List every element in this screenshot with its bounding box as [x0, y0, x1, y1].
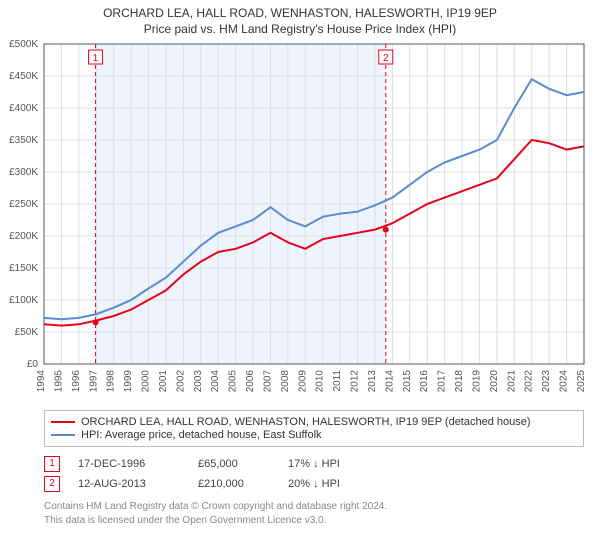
- marker-date-1: 17-DEC-1996: [78, 458, 198, 470]
- svg-text:1998: 1998: [106, 370, 117, 393]
- marker-delta-1: 17% ↓ HPI: [288, 458, 388, 470]
- svg-text:2000: 2000: [141, 370, 152, 393]
- svg-text:2014: 2014: [384, 370, 395, 393]
- svg-text:2015: 2015: [402, 370, 413, 393]
- svg-text:2006: 2006: [245, 370, 256, 393]
- title-line-1: ORCHARD LEA, HALL ROAD, WENHASTON, HALES…: [0, 6, 600, 20]
- svg-text:2002: 2002: [175, 370, 186, 393]
- legend-label-1: ORCHARD LEA, HALL ROAD, WENHASTON, HALES…: [81, 416, 531, 428]
- svg-text:1: 1: [93, 53, 99, 64]
- marker-table: 1 17-DEC-1996 £65,000 17% ↓ HPI 2 12-AUG…: [44, 452, 388, 496]
- svg-text:2013: 2013: [367, 370, 378, 393]
- svg-text:£350K: £350K: [9, 135, 38, 146]
- svg-text:2005: 2005: [228, 370, 239, 393]
- svg-text:2017: 2017: [437, 370, 448, 393]
- marker-badge-2: 2: [44, 476, 60, 492]
- svg-text:1995: 1995: [53, 370, 64, 393]
- svg-text:1994: 1994: [36, 370, 47, 393]
- svg-text:1999: 1999: [123, 370, 134, 393]
- svg-text:2: 2: [383, 53, 389, 64]
- svg-text:2007: 2007: [262, 370, 273, 393]
- svg-text:2009: 2009: [297, 370, 308, 393]
- svg-text:£200K: £200K: [9, 231, 38, 242]
- svg-text:2023: 2023: [541, 370, 552, 393]
- legend-swatch-1: [51, 421, 75, 423]
- footer-note: Contains HM Land Registry data © Crown c…: [44, 500, 387, 527]
- chart-svg: £0£50K£100K£150K£200K£250K£300K£350K£400…: [44, 44, 584, 400]
- marker-row-2: 2 12-AUG-2013 £210,000 20% ↓ HPI: [44, 476, 388, 492]
- title-line-2: Price paid vs. HM Land Registry's House …: [0, 22, 600, 36]
- marker-price-1: £65,000: [198, 458, 288, 470]
- footer-line-2: This data is licensed under the Open Gov…: [44, 514, 387, 528]
- svg-text:2001: 2001: [158, 370, 169, 393]
- footer-line-1: Contains HM Land Registry data © Crown c…: [44, 500, 387, 514]
- svg-text:£400K: £400K: [9, 103, 38, 114]
- svg-text:£100K: £100K: [9, 295, 38, 306]
- svg-text:1997: 1997: [88, 370, 99, 393]
- svg-text:2024: 2024: [559, 370, 570, 393]
- svg-text:2008: 2008: [280, 370, 291, 393]
- svg-text:2019: 2019: [471, 370, 482, 393]
- svg-text:2011: 2011: [332, 370, 343, 392]
- svg-text:2012: 2012: [350, 370, 361, 393]
- svg-text:£300K: £300K: [9, 167, 38, 178]
- legend-label-2: HPI: Average price, detached house, East…: [81, 429, 322, 441]
- svg-text:£500K: £500K: [9, 39, 38, 50]
- svg-text:£0: £0: [27, 359, 39, 370]
- svg-text:2003: 2003: [193, 370, 204, 393]
- svg-text:2025: 2025: [576, 370, 587, 393]
- svg-text:£450K: £450K: [9, 71, 38, 82]
- svg-text:£50K: £50K: [15, 327, 39, 338]
- svg-text:2018: 2018: [454, 370, 465, 393]
- legend-swatch-2: [51, 434, 75, 436]
- svg-text:2021: 2021: [506, 370, 517, 393]
- svg-text:2020: 2020: [489, 370, 500, 393]
- svg-text:1996: 1996: [71, 370, 82, 393]
- marker-row-1: 1 17-DEC-1996 £65,000 17% ↓ HPI: [44, 456, 388, 472]
- svg-text:2004: 2004: [210, 370, 221, 393]
- svg-text:2022: 2022: [524, 370, 535, 393]
- chart-title: ORCHARD LEA, HALL ROAD, WENHASTON, HALES…: [0, 0, 600, 36]
- svg-text:2010: 2010: [315, 370, 326, 393]
- marker-delta-2: 20% ↓ HPI: [288, 478, 388, 490]
- marker-price-2: £210,000: [198, 478, 288, 490]
- legend-row-1: ORCHARD LEA, HALL ROAD, WENHASTON, HALES…: [51, 416, 577, 428]
- marker-badge-1: 1: [44, 456, 60, 472]
- svg-text:£150K: £150K: [9, 263, 38, 274]
- chart-container: ORCHARD LEA, HALL ROAD, WENHASTON, HALES…: [0, 0, 600, 560]
- legend-box: ORCHARD LEA, HALL ROAD, WENHASTON, HALES…: [44, 410, 584, 447]
- marker-date-2: 12-AUG-2013: [78, 478, 198, 490]
- svg-text:£250K: £250K: [9, 199, 38, 210]
- svg-text:2016: 2016: [419, 370, 430, 393]
- chart-plot: £0£50K£100K£150K£200K£250K£300K£350K£400…: [44, 44, 584, 400]
- legend-row-2: HPI: Average price, detached house, East…: [51, 429, 577, 441]
